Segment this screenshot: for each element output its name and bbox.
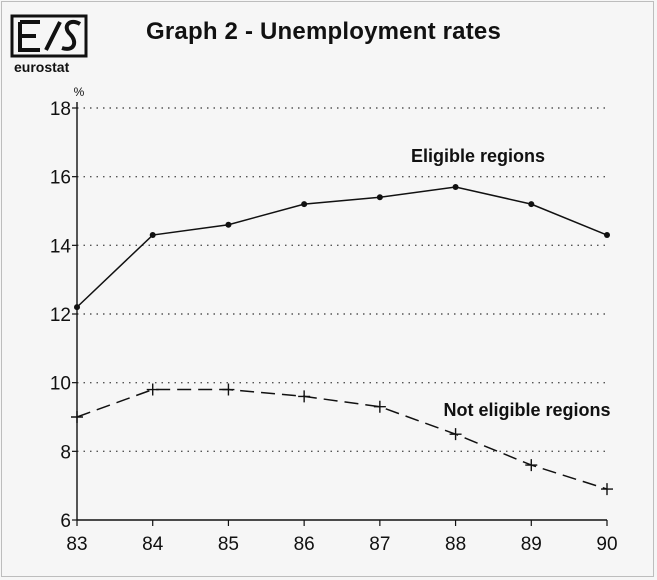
chart-title: Graph 2 - Unemployment rates [146,18,502,45]
data-point-eligible [376,194,383,201]
y-tick-label: 12 [50,305,71,326]
y-tick-label: 6 [60,511,71,532]
y-tick-label: 10 [50,374,71,395]
data-point-not-eligible [146,383,159,396]
series-label-eligible: Eligible regions [411,146,545,166]
data-point-not-eligible [373,400,386,413]
x-tick-label: 84 [142,534,164,555]
data-point-eligible [301,201,308,208]
x-tick-label: 85 [218,534,239,555]
eurostat-logo: eurostat [10,14,90,78]
y-tick-label: 18 [50,99,71,120]
data-point-not-eligible [71,411,83,423]
data-point-not-eligible [298,390,311,403]
series-line-not-eligible [76,388,608,490]
data-point-eligible [452,183,459,190]
series-label-not-eligible: Not eligible regions [443,400,610,420]
data-point-eligible [149,232,156,239]
y-tick-label: 8 [60,442,71,463]
data-point-eligible [604,232,610,239]
y-axis-unit-label: % [74,85,85,99]
series-line-eligible [76,186,608,308]
y-tick-label: 16 [50,168,71,189]
data-point-eligible [74,304,80,311]
x-tick-label: 86 [294,534,315,555]
data-point-eligible [225,221,232,228]
y-tick-label: 14 [50,236,72,257]
x-tick-label: 90 [596,534,617,555]
x-tick-label: 89 [521,534,542,555]
x-tick-label: 87 [369,534,390,555]
data-point-not-eligible [222,383,235,396]
data-point-not-eligible [525,459,538,472]
x-tick-label: 88 [445,534,466,555]
logo-text: eurostat [14,59,70,75]
data-point-not-eligible [601,483,613,496]
data-point-eligible [528,201,535,208]
x-tick-label: 83 [66,534,87,555]
data-point-not-eligible [449,428,462,441]
